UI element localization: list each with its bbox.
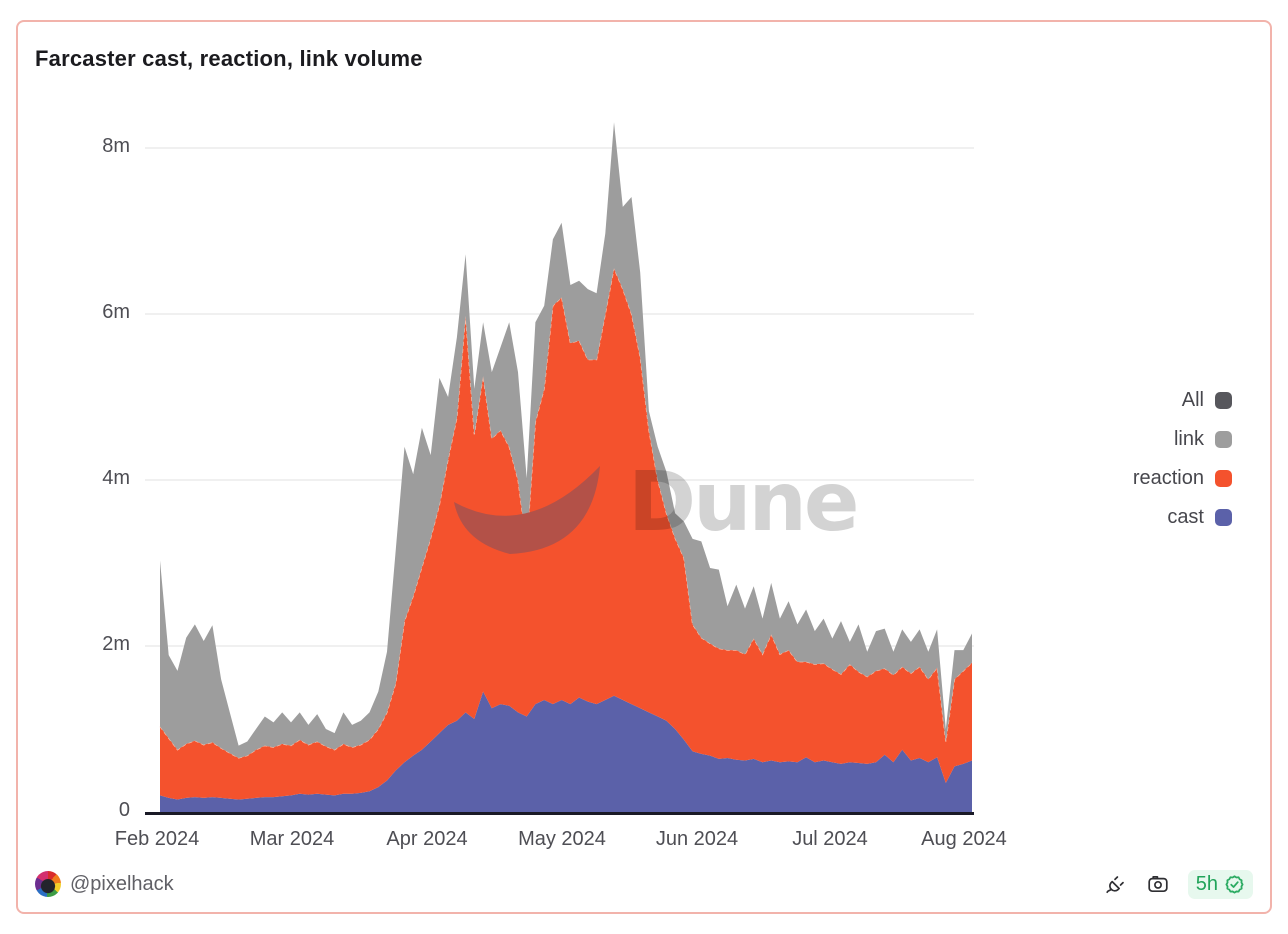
author-name: @pixelhack bbox=[70, 872, 174, 895]
camera-icon[interactable] bbox=[1146, 872, 1170, 896]
y-tick-label: 8m bbox=[102, 135, 130, 157]
x-tick-label: Jun 2024 bbox=[655, 828, 739, 850]
freshness-time: 5h bbox=[1195, 872, 1218, 895]
freshness-badge[interactable]: 5h bbox=[1187, 869, 1253, 899]
x-tick-label: May 2024 bbox=[518, 828, 606, 850]
x-tick-label: Jul 2024 bbox=[792, 828, 868, 850]
y-tick-label: 6m bbox=[102, 301, 130, 323]
x-tick-label: Apr 2024 bbox=[386, 828, 468, 850]
x-tick-label: Mar 2024 bbox=[249, 828, 335, 850]
stacked-area-chart[interactable] bbox=[145, 116, 974, 816]
y-tick-label: 4m bbox=[102, 467, 130, 489]
y-tick-label: 2m bbox=[102, 633, 130, 655]
legend-swatch-icon bbox=[1215, 431, 1232, 448]
avatar bbox=[35, 871, 61, 897]
y-tick-label: 0 bbox=[118, 799, 130, 821]
legend-item-cast[interactable]: cast bbox=[1133, 498, 1232, 537]
legend-label: cast bbox=[1167, 506, 1204, 528]
plug-icon[interactable] bbox=[1104, 872, 1128, 896]
chart-card: Farcaster cast, reaction, link volume 0 2… bbox=[16, 20, 1272, 914]
area-cast bbox=[160, 691, 972, 812]
x-tick-label: Feb 2024 bbox=[114, 828, 200, 850]
legend-item-reaction[interactable]: reaction bbox=[1133, 459, 1232, 498]
legend-swatch-icon bbox=[1215, 509, 1232, 526]
legend-item-all[interactable]: All bbox=[1133, 381, 1232, 420]
author-link[interactable]: @pixelhack bbox=[35, 871, 174, 897]
legend-label: All bbox=[1181, 389, 1204, 411]
legend-swatch-icon bbox=[1215, 470, 1232, 487]
legend-label: link bbox=[1173, 428, 1204, 450]
chart-legend: All link reaction cast bbox=[1133, 381, 1232, 537]
chart-title: Farcaster cast, reaction, link volume bbox=[35, 46, 423, 71]
legend-item-link[interactable]: link bbox=[1133, 420, 1232, 459]
legend-label: reaction bbox=[1132, 467, 1204, 489]
footer-actions: 5h bbox=[1104, 869, 1253, 899]
chart-area: 0 2m 4m 6m 8m Feb 2024 Mar 2024 Apr 2024 May 20… bbox=[18, 22, 1270, 912]
card-footer: @pixelhack 5h bbox=[35, 868, 1253, 900]
area-link bbox=[160, 122, 972, 759]
x-tick-label: Aug 2024 bbox=[921, 828, 1007, 850]
verified-seal-icon bbox=[1225, 874, 1244, 893]
legend-swatch-icon bbox=[1215, 392, 1232, 409]
